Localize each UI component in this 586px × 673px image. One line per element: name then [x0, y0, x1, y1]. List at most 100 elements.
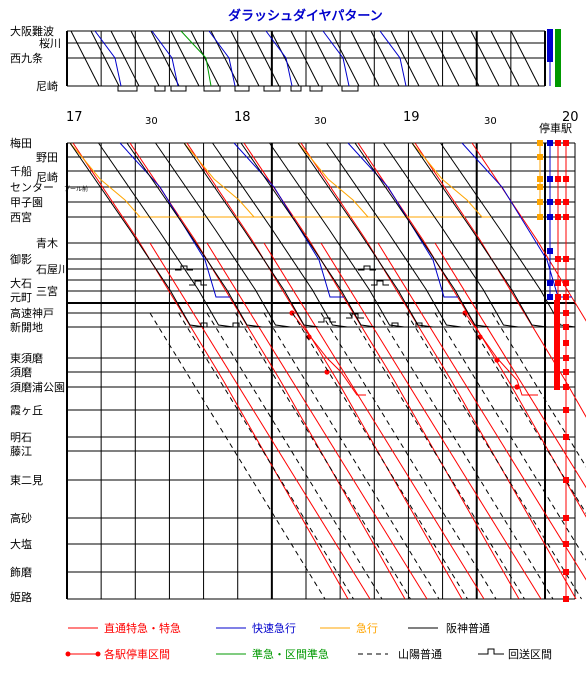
rapid-express-line — [119, 142, 230, 298]
stop-dot-limited — [563, 324, 569, 330]
top-local-line — [350, 30, 380, 87]
top-local-line — [390, 30, 420, 87]
main-station-label: 明石 — [10, 431, 32, 444]
hanshin-local-line — [354, 142, 491, 328]
stop-dot-express — [537, 176, 543, 182]
stop-column-label: 停車駅 — [539, 121, 572, 135]
legend: 直通特急・特急 快速急行 急行 阪神普通 各駅停車区間 準急・区間準急 山陽普通 — [65, 621, 552, 661]
top-local-line — [410, 30, 440, 87]
main-station-label: 大塩 — [10, 537, 32, 551]
top-local-line — [90, 30, 120, 87]
main-station-label: 野田 — [36, 151, 58, 164]
top-rapid-line — [208, 30, 236, 87]
legend-express-label: 急行 — [356, 621, 378, 635]
stop-dot-limited — [563, 310, 569, 316]
top-local-line — [230, 30, 260, 87]
main-station-label: プール前 — [64, 185, 88, 193]
top-station-label: 桜川 — [39, 36, 61, 50]
top-local-line — [250, 30, 280, 87]
main-station-label: センター — [10, 181, 54, 194]
stop-dot-limited — [555, 214, 561, 220]
stop-dot-limited — [555, 294, 561, 300]
main-station-label: 須磨 — [10, 366, 32, 379]
limited-express-line — [206, 242, 428, 600]
diagram-title: ダラッシュダイヤパターン — [228, 8, 383, 24]
top-local-line — [310, 30, 340, 87]
top-turnback — [234, 86, 250, 92]
main-station-label: 東二見 — [10, 474, 43, 487]
legend-express: 急行 — [320, 621, 378, 635]
main-station-label: 藤江 — [10, 445, 32, 458]
limited-express-line — [357, 142, 586, 518]
limited-express-line — [320, 242, 542, 600]
top-stop-bar — [555, 29, 561, 87]
stop-dot-limited — [555, 199, 561, 205]
stop-dot-limited — [563, 214, 569, 220]
stop-dot-limited — [563, 280, 569, 286]
hour-label: 20 — [562, 110, 579, 125]
top-turnback — [290, 86, 302, 92]
main-station-label: 新開地 — [10, 320, 43, 334]
deadhead-marker — [386, 322, 404, 328]
top-rapid-line — [322, 30, 350, 87]
top-local-line — [130, 30, 160, 87]
legend-semi-express: 準急・区間準急 — [216, 647, 329, 661]
stop-dot-rapid — [547, 294, 553, 300]
top-turnback — [117, 86, 138, 92]
hanshin-local-line — [212, 142, 348, 328]
sanyo-local-line — [149, 312, 326, 600]
main-train-lines — [69, 142, 586, 600]
sanyo-local-line — [178, 312, 354, 600]
limited-express-line — [129, 142, 406, 600]
hour-label: 19 — [403, 110, 420, 125]
top-local-line — [470, 30, 500, 87]
minute-label: 30 — [484, 116, 497, 127]
deadhead-marker — [410, 322, 428, 328]
main-station-label: 御影 — [10, 252, 32, 266]
top-local-line — [490, 30, 520, 87]
stop-dot-limited — [563, 294, 569, 300]
legend-rapid-express-label: 快速急行 — [252, 621, 296, 635]
stop-dot-rapid — [547, 214, 553, 220]
hanshin-local-line — [269, 142, 405, 328]
legend-local-stop-section-label: 各駅停車区間 — [104, 647, 170, 661]
main-station-label: 姫路 — [10, 590, 32, 604]
top-turnback — [341, 86, 359, 92]
hanshin-local-line — [98, 142, 234, 328]
legend-hanshin-local-label: 阪神普通 — [446, 621, 490, 635]
stop-dot-rapid — [547, 176, 553, 182]
limited-express-line — [414, 142, 586, 418]
top-local-line — [450, 30, 480, 87]
stop-dot-limited — [563, 140, 569, 146]
limited-express-line — [186, 142, 463, 600]
stop-dot-limited — [563, 369, 569, 375]
sanyo-local-line — [263, 312, 440, 600]
top-local-line — [270, 30, 300, 87]
legend-deadhead-label: 回送区間 — [508, 647, 552, 661]
stop-dot-express — [537, 140, 543, 146]
stop-dot-limited — [563, 569, 569, 575]
top-turnback — [203, 86, 221, 92]
rapid-express-line — [347, 142, 458, 298]
hanshin-local-line — [155, 142, 291, 328]
hanshin-local-line — [69, 142, 206, 328]
main-station-label: 石屋川 — [36, 263, 69, 276]
hanshin-local-line — [297, 142, 434, 328]
top-turnback — [263, 86, 281, 92]
stop-dot-limited — [563, 477, 569, 483]
main-station-label: 飾磨 — [10, 566, 32, 579]
legend-rapid-express: 快速急行 — [216, 621, 296, 635]
deadhead-marker — [371, 280, 389, 286]
top-station-label: 尼崎 — [36, 79, 58, 93]
limited-express-line — [377, 242, 586, 581]
main-station-label: 東須磨 — [10, 352, 43, 365]
stop-dot-rapid — [547, 280, 553, 286]
sanyo-local-line — [463, 312, 586, 515]
stop-dot-limited — [563, 515, 569, 521]
legend-limited-express-label: 直通特急・特急 — [104, 621, 181, 635]
legend-semi-express-label: 準急・区間準急 — [252, 647, 329, 661]
top-stop-bar — [547, 29, 553, 62]
sanyo-local-line — [206, 312, 383, 600]
